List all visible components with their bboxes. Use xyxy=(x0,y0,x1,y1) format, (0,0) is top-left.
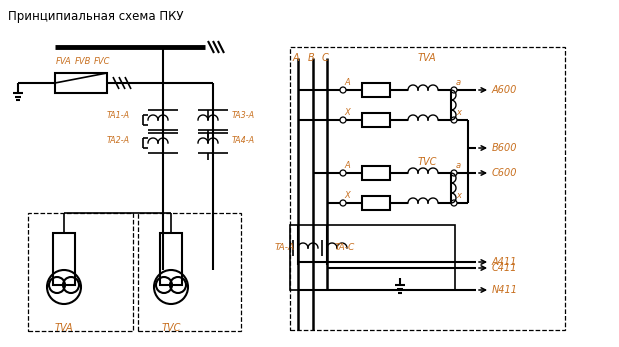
Bar xyxy=(362,196,390,210)
Text: A: A xyxy=(344,161,350,169)
Text: C600: C600 xyxy=(492,168,517,178)
Text: TA-A: TA-A xyxy=(275,244,295,253)
Text: B: B xyxy=(308,53,314,63)
Text: FVC: FVC xyxy=(94,57,111,66)
Text: X: X xyxy=(344,108,350,117)
Text: x: x xyxy=(456,191,461,200)
Text: a: a xyxy=(456,77,461,86)
Text: x: x xyxy=(456,108,461,117)
Text: a: a xyxy=(456,161,461,169)
Text: FVB: FVB xyxy=(75,57,92,66)
Text: C: C xyxy=(322,53,329,63)
Text: TA2-A: TA2-A xyxy=(107,135,130,144)
Text: A: A xyxy=(293,53,300,63)
Bar xyxy=(160,233,182,285)
Text: N411: N411 xyxy=(492,285,518,295)
Text: Принципиальная схема ПКУ: Принципиальная схема ПКУ xyxy=(8,10,183,23)
Bar xyxy=(362,166,390,180)
Bar xyxy=(290,225,455,290)
Bar xyxy=(28,213,133,331)
Bar xyxy=(362,113,390,127)
Bar xyxy=(290,47,565,330)
Text: A600: A600 xyxy=(492,85,517,95)
Bar xyxy=(55,73,107,93)
Bar xyxy=(362,83,390,97)
Text: A411: A411 xyxy=(492,257,517,267)
Text: TVC: TVC xyxy=(162,323,181,333)
Text: TA1-A: TA1-A xyxy=(107,110,130,119)
Text: X: X xyxy=(344,191,350,200)
Text: TVC: TVC xyxy=(418,157,438,167)
Text: TA3-A: TA3-A xyxy=(232,110,255,119)
Bar xyxy=(53,233,75,285)
Text: TVA: TVA xyxy=(55,323,74,333)
Bar xyxy=(138,213,241,331)
Text: FVA: FVA xyxy=(56,57,72,66)
Text: C411: C411 xyxy=(492,263,517,273)
Text: TA-C: TA-C xyxy=(335,244,355,253)
Text: TVA: TVA xyxy=(418,53,436,63)
Text: TA4-A: TA4-A xyxy=(232,135,255,144)
Text: A: A xyxy=(344,77,350,86)
Text: B600: B600 xyxy=(492,143,517,153)
